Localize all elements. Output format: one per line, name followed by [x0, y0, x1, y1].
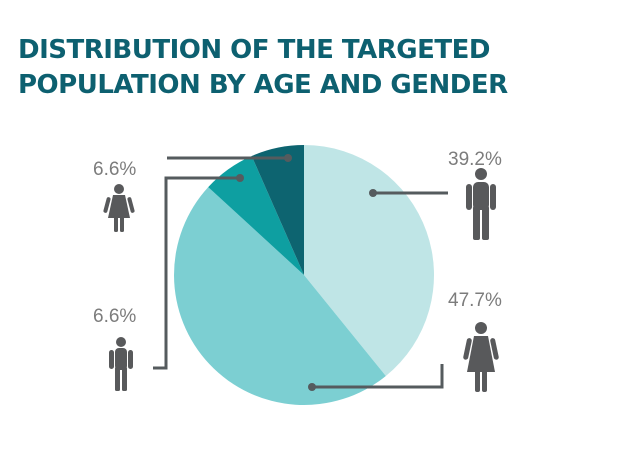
- slice-labels: 39.2% 47.7% 6.6% 6.6%: [93, 149, 502, 327]
- label-man: 39.2%: [448, 149, 502, 170]
- pie-slice-man: [304, 144, 435, 376]
- label-girl: 6.6%: [93, 159, 136, 180]
- pie-slice-boy: [208, 156, 304, 275]
- leader-dot-man: [369, 189, 377, 197]
- pie-slice-woman: [174, 187, 386, 405]
- pie-slices: [174, 144, 435, 405]
- leader-dot-boy: [236, 174, 244, 182]
- leader-lines: [153, 154, 448, 391]
- person-icons: [103, 168, 499, 392]
- girl-icon: [103, 184, 135, 232]
- label-boy: 6.6%: [93, 306, 136, 327]
- title-line-2: POPULATION BY AGE AND GENDER: [18, 70, 508, 100]
- leader-line-boy: [153, 176, 240, 370]
- man-icon: [466, 168, 496, 240]
- chart-title: DISTRIBUTION OF THE TARGETED POPULATION …: [18, 33, 598, 103]
- boy-icon: [109, 337, 133, 391]
- pie-slice-girl: [251, 145, 304, 275]
- leader-line-woman: [312, 364, 444, 389]
- woman-icon: [463, 322, 499, 392]
- leader-dot-woman: [308, 383, 316, 391]
- label-woman: 47.7%: [448, 290, 502, 311]
- title-line-1: DISTRIBUTION OF THE TARGETED: [18, 35, 490, 65]
- leader-dot-girl: [284, 154, 292, 162]
